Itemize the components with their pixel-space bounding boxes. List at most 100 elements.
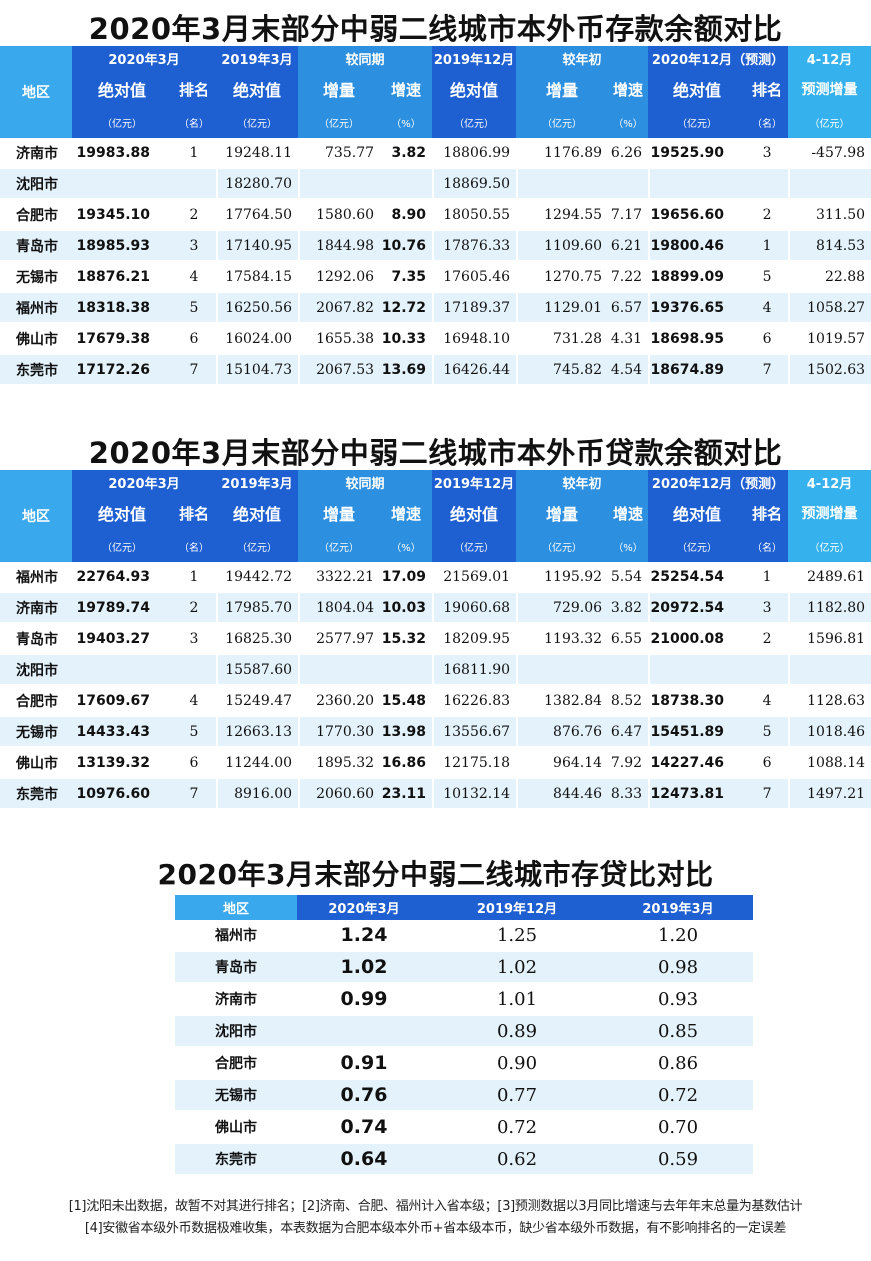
unit-label: （名）: [172, 107, 217, 138]
cell-ratio-2020-03: 0.74: [297, 1112, 431, 1144]
column-header: 绝对值: [72, 495, 172, 531]
cell-rank2: 1: [746, 562, 789, 593]
loan-row: 青岛市 19403.27 3 16825.30 2577.97 15.32 18209.95…: [0, 624, 871, 655]
column-header: 绝对值: [216, 495, 299, 531]
cell-f-inc: 1502.63: [788, 355, 871, 386]
cell-yoy-rate: 15.48: [380, 686, 433, 717]
cell-rank1: 3: [172, 624, 217, 655]
ratio-table-title: 2020年3月末部分中弱二线城市存贷比对比: [157, 858, 714, 891]
cell-f-inc: 814.53: [788, 231, 871, 262]
ratio-row: 福州市 1.24 1.25 1.20: [175, 920, 753, 952]
cell-f-inc: 22.88: [788, 262, 871, 293]
cell-a1903: 8916.00: [216, 779, 299, 810]
cell-ytd-inc: 1109.60: [516, 231, 609, 262]
ratio-column-header: 地区: [175, 895, 297, 920]
column-header: 绝对值: [432, 495, 517, 531]
group-header: 2020年12月（预测）: [648, 470, 789, 495]
cell-rank2: 2: [746, 200, 789, 231]
cell-a1912: 16811.90: [432, 655, 517, 686]
cell-ytd-inc: [516, 169, 609, 200]
column-header: 增量: [298, 71, 381, 107]
loan-table-title: 2020年3月末部分中弱二线城市本外币贷款余额对比: [88, 436, 783, 470]
cell-a2003: 19403.27: [72, 624, 172, 655]
deposit-row: 济南市 19983.88 1 19248.11 735.77 3.82 18806.99 11…: [0, 138, 871, 169]
cell-a1912: 13556.67: [432, 717, 517, 748]
cell-a2012: 21000.08: [648, 624, 747, 655]
cell-ytd-inc: 745.82: [516, 355, 609, 386]
loan-row: 沈阳市 15587.60 16811.90: [0, 655, 871, 686]
city-name: 无锡市: [175, 1080, 297, 1112]
cell-rank1: 7: [172, 355, 217, 386]
unit-label: （亿元）: [298, 107, 381, 138]
cell-ytd-inc: 964.14: [516, 748, 609, 779]
cell-rank2: 6: [746, 748, 789, 779]
city-name: 福州市: [175, 920, 297, 952]
cell-ratio-2019-03: 0.98: [603, 952, 753, 984]
cell-yoy-rate: 23.11: [380, 779, 433, 810]
cell-a2012: 19800.46: [648, 231, 747, 262]
cell-yoy-inc: 1895.32: [298, 748, 381, 779]
cell-yoy-rate: 8.90: [380, 200, 433, 231]
loan-row: 佛山市 13139.32 6 11244.00 1895.32 16.86 12175.18…: [0, 748, 871, 779]
column-header: 增量: [516, 495, 609, 531]
cell-a2012: 18738.30: [648, 686, 747, 717]
ratio-row: 无锡市 0.76 0.77 0.72: [175, 1080, 753, 1112]
cell-ytd-rate: 8.52: [608, 686, 649, 717]
cell-a1912: 17605.46: [432, 262, 517, 293]
column-header: 增量: [516, 71, 609, 107]
cell-a1903: 15587.60: [216, 655, 299, 686]
unit-label: （亿元）: [516, 531, 609, 562]
cell-yoy-rate: 10.76: [380, 231, 433, 262]
cell-a1903: 19248.11: [216, 138, 299, 169]
cell-a1912: 12175.18: [432, 748, 517, 779]
footnote-line: [4]安徽省本级外币数据极难收集，本表数据为合肥本级本外币+省本级本币，缺少省本…: [84, 1221, 787, 1236]
cell-a2003: [72, 169, 172, 200]
city-name: 福州市: [0, 293, 72, 324]
deposit-row: 福州市 18318.38 5 16250.56 2067.82 12.72 17189.37…: [0, 293, 871, 324]
cell-a1903: 16825.30: [216, 624, 299, 655]
group-header: 较年初: [516, 46, 649, 71]
cell-ratio-2019-03: 1.20: [603, 920, 753, 952]
group-header: 2019年3月: [216, 470, 299, 495]
cell-yoy-inc: 1292.06: [298, 262, 381, 293]
unit-label: （名）: [746, 107, 789, 138]
unit-label: （%）: [608, 531, 649, 562]
city-name: 济南市: [0, 138, 72, 169]
cell-yoy-inc: 3322.21: [298, 562, 381, 593]
cell-f-inc: 311.50: [788, 200, 871, 231]
cell-ratio-2019-12: 0.72: [431, 1112, 603, 1144]
column-header: 排名: [172, 71, 217, 107]
unit-label: （亿元）: [648, 107, 747, 138]
cell-rank2: 4: [746, 293, 789, 324]
cell-rank1: 6: [172, 324, 217, 355]
city-name: 东莞市: [0, 355, 72, 386]
cell-a2003: 19983.88: [72, 138, 172, 169]
cell-yoy-rate: 15.32: [380, 624, 433, 655]
cell-a1912: 18050.55: [432, 200, 517, 231]
unit-label: （亿元）: [72, 531, 172, 562]
cell-ratio-2019-03: 0.59: [603, 1144, 753, 1176]
cell-a1903: 16250.56: [216, 293, 299, 324]
column-header: 预测增量: [788, 71, 871, 107]
group-header: 较同期: [298, 470, 433, 495]
cell-rank1: 6: [172, 748, 217, 779]
cell-ytd-inc: 1129.01: [516, 293, 609, 324]
group-header: 较同期: [298, 46, 433, 71]
cell-ratio-2020-03: [297, 1016, 431, 1048]
cell-a2003: 17609.67: [72, 686, 172, 717]
loan-row: 东莞市 10976.60 7 8916.00 2060.60 23.11 10132.14 8…: [0, 779, 871, 810]
cell-rank1: 4: [172, 262, 217, 293]
group-header: 4-12月: [788, 470, 871, 495]
cell-yoy-rate: 16.86: [380, 748, 433, 779]
city-name: 沈阳市: [0, 169, 72, 200]
cell-ratio-2020-03: 0.99: [297, 984, 431, 1016]
city-name: 东莞市: [0, 779, 72, 810]
cell-a1903: 18280.70: [216, 169, 299, 200]
column-header: 排名: [172, 495, 217, 531]
cell-ytd-inc: 1193.32: [516, 624, 609, 655]
cell-ytd-inc: 1176.89: [516, 138, 609, 169]
cell-a2003: [72, 655, 172, 686]
cell-rank1: [172, 655, 217, 686]
cell-yoy-inc: 2360.20: [298, 686, 381, 717]
group-header: 较年初: [516, 470, 649, 495]
